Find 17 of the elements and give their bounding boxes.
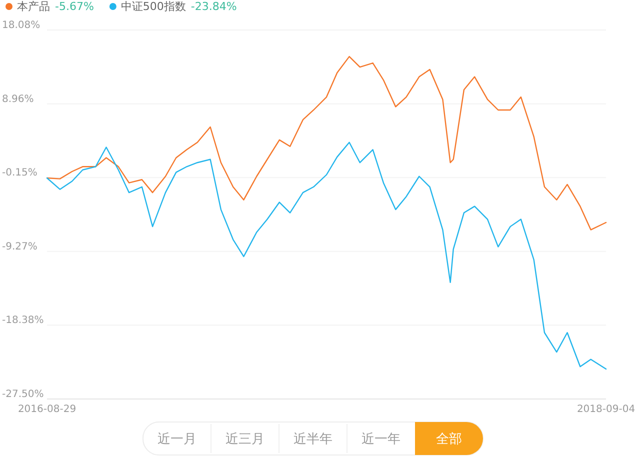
text: 近一年 xyxy=(362,432,400,447)
text: -5.67% xyxy=(55,0,94,13)
y-tick-label: -0.15% xyxy=(2,168,38,179)
text: 近一月 xyxy=(158,432,196,447)
y-tick-label: -18.38% xyxy=(2,315,44,326)
y-tick-label: -27.50% xyxy=(2,389,44,400)
legend-label: 本产品 xyxy=(17,0,50,13)
y-tick-label: -9.27% xyxy=(2,241,38,252)
legend-label: 中证500指数 xyxy=(120,0,186,13)
text: 全部 xyxy=(436,432,462,447)
x-tick-label: 2018-09-04 xyxy=(576,404,636,415)
y-tick-label: 8.96% xyxy=(2,94,34,105)
text: 近三月 xyxy=(226,432,264,447)
y-tick-label: 18.08% xyxy=(2,20,40,31)
text: 近半年 xyxy=(294,432,332,447)
text: -23.84% xyxy=(190,0,237,13)
x-tick-label: 2016-08-29 xyxy=(18,404,76,415)
